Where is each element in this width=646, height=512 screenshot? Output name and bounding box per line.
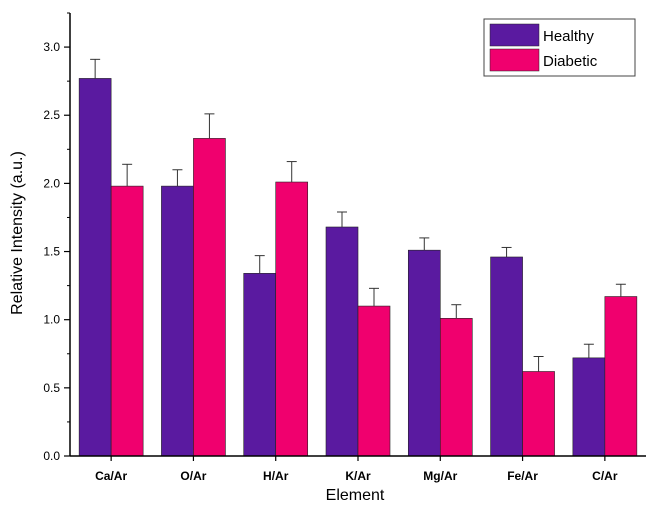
bar-healthy-k-ar [325,226,359,457]
bar-diabetic-ca-ar [110,185,144,457]
x-tick-label: K/Ar [345,469,371,483]
bar-diabetic-h-ar [275,181,309,457]
legend-swatch-diabetic [489,48,540,72]
y-tick-label: 1.0 [43,313,60,327]
y-tick-label: 3.0 [43,40,60,54]
bar-healthy-o-ar [161,185,194,457]
bar-healthy-c-ar [572,357,606,457]
x-tick-label: O/Ar [180,469,206,483]
y-tick-label: 2.5 [43,108,60,122]
x-tick-label: Fe/Ar [507,469,538,483]
legend-swatch-healthy [489,23,540,47]
ticks-layer: Ca/Ar O/Ar H/Ar K/Ar Mg/Ar Fe/Ar C/Ar 0.0 0.5 1.0… [43,12,618,483]
x-tick-label: Mg/Ar [423,469,457,483]
bar-healthy-mg-ar [407,249,441,457]
bar-diabetic-fe-ar [522,371,555,457]
x-axis-title: Element [326,487,385,504]
bar-healthy-ca-ar [78,78,112,457]
error-bars-layer [90,58,626,372]
y-tick-label: 0.0 [43,449,60,463]
x-tick-label: H/Ar [263,469,289,483]
x-tick-label: Ca/Ar [95,469,127,483]
bar-diabetic-mg-ar [439,318,473,457]
y-tick-label: 1.5 [43,245,60,259]
y-axis-title: Relative Intensity (a.u.) [9,151,26,315]
bar-healthy-h-ar [243,273,277,457]
legend-label-healthy: Healthy [543,28,594,45]
legend-label-diabetic: Diabetic [543,53,598,70]
bar-diabetic-o-ar [193,138,226,457]
bar-diabetic-c-ar [604,296,638,457]
bar-healthy-fe-ar [490,256,523,457]
bar-diabetic-k-ar [357,305,391,457]
legend: Healthy Diabetic [483,18,636,77]
bars-layer [78,78,638,457]
y-tick-label: 2.0 [43,176,60,190]
x-tick-label: C/Ar [592,469,618,483]
y-tick-label: 0.5 [43,381,60,395]
